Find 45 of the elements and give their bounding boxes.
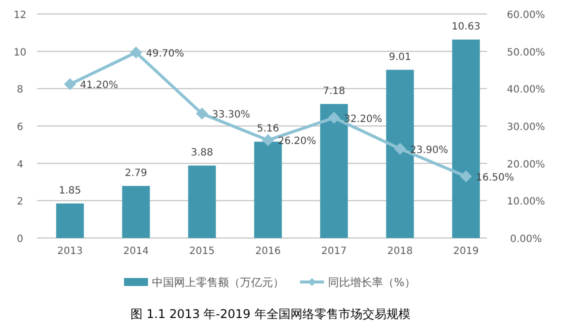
data-label: 41.20% — [80, 80, 118, 92]
data-label: 33.30% — [212, 110, 250, 121]
y2-tick-label: 20.00% — [506, 159, 546, 170]
legend-label: 中国网上零售额（万亿元） — [152, 276, 284, 289]
data-label: 10.63 — [452, 22, 480, 33]
y2-tick-label: 30.00% — [506, 122, 546, 133]
text: 图 1.1 2013 年-2019 年全国网络零售市场交易规模 — [130, 307, 410, 321]
data-label: 26.20% — [278, 136, 316, 148]
bar — [56, 203, 84, 238]
data-label: 9.01 — [388, 52, 412, 63]
x-tick-label: 2015 — [189, 246, 215, 257]
bar — [188, 166, 216, 238]
data-label: 49.70% — [146, 48, 184, 60]
x-tick-label: 2016 — [255, 246, 281, 257]
point — [196, 108, 208, 120]
x-tick-label: 2019 — [453, 246, 479, 257]
data-label: 5.16 — [256, 124, 280, 135]
y2-tick-label: 0.00% — [510, 234, 542, 245]
point — [262, 134, 274, 146]
data-label: 3.88 — [190, 148, 214, 159]
y-tick-label: 8 — [16, 84, 24, 96]
data-label: 1.85 — [58, 185, 82, 196]
y2-tick-label: 60.00% — [506, 10, 546, 21]
x-tick-label: 2017 — [321, 246, 347, 257]
data-label: 7.18 — [322, 86, 346, 97]
bar — [122, 186, 150, 238]
data-label: 2.79 — [124, 168, 148, 179]
x-tick-label: 2018 — [387, 246, 413, 257]
y-tick-label: 0 — [16, 234, 24, 245]
x-tick-label: 2014 — [123, 246, 149, 257]
y2-tick-label: 10.00% — [506, 196, 546, 208]
y-tick-label: 10 — [14, 47, 26, 58]
y-tick-label: 4 — [16, 159, 24, 170]
y2-tick-label: 50.00% — [506, 47, 546, 58]
y-tick-label: 12 — [14, 10, 26, 21]
point — [130, 46, 142, 58]
point — [394, 142, 406, 155]
legend-label: 同比增长率（%） — [328, 276, 416, 289]
point — [328, 112, 340, 124]
y2-tick-label: 40.00% — [506, 84, 546, 96]
point — [460, 170, 472, 182]
x-tick-label: 2013 — [57, 246, 83, 257]
y-tick-label: 6 — [16, 122, 24, 133]
point — [64, 78, 76, 90]
y-tick-label: 2 — [16, 196, 24, 208]
